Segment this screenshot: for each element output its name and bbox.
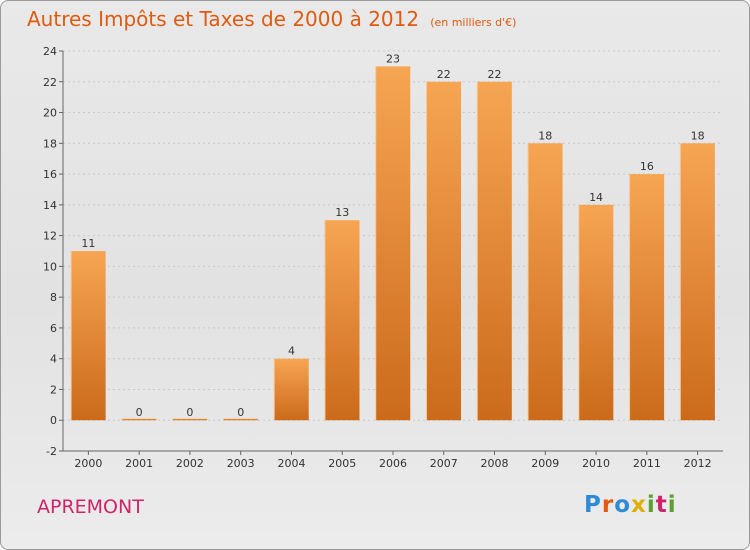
- x-tick-label: 2004: [277, 457, 305, 470]
- y-tick-label: 2: [50, 383, 57, 396]
- logo-letter: t: [655, 492, 668, 518]
- logo-letter: i: [667, 492, 677, 518]
- y-tick-label: 24: [43, 45, 57, 58]
- x-tick-label: 2010: [582, 457, 610, 470]
- bar: [680, 143, 715, 421]
- bar: [375, 66, 411, 421]
- data-label: 11: [81, 237, 95, 250]
- x-tick-label: 2008: [481, 457, 509, 470]
- data-label: 16: [640, 160, 654, 173]
- commune-name: APREMONT: [37, 496, 144, 518]
- x-tick-label: 2011: [633, 457, 661, 470]
- bar: [528, 143, 563, 421]
- data-label: 0: [186, 406, 193, 419]
- logo-letter: i: [646, 492, 656, 518]
- y-tick-label: 16: [43, 168, 57, 181]
- proxiti-logo: Proxiti: [584, 492, 677, 518]
- data-label: 18: [538, 129, 552, 142]
- x-tick-label: 2007: [430, 457, 458, 470]
- y-tick-label: 14: [43, 199, 57, 212]
- bar: [223, 418, 258, 421]
- logo-letter: P: [584, 492, 602, 518]
- axes: [59, 50, 723, 455]
- data-label: 23: [386, 52, 400, 65]
- title-row: Autres Impôts et Taxes de 2000 à 2012 (e…: [27, 7, 516, 31]
- x-tick-label: 2002: [176, 457, 204, 470]
- x-tick-label: 2001: [125, 457, 153, 470]
- x-tick-label: 2005: [328, 457, 356, 470]
- y-tick-label: -2: [46, 445, 57, 458]
- bar: [121, 418, 157, 421]
- chart-subtitle: (en milliers d'€): [430, 16, 517, 29]
- y-tick-label: 6: [50, 322, 57, 335]
- bar: [629, 174, 665, 421]
- logo-letter: o: [614, 492, 632, 518]
- x-tick-label: 2009: [531, 457, 559, 470]
- y-tick-label: 12: [43, 230, 57, 243]
- bar: [71, 251, 106, 421]
- x-tick-label: 2003: [227, 457, 255, 470]
- data-label: 0: [136, 406, 143, 419]
- data-label: 14: [589, 191, 603, 204]
- data-label: 4: [288, 345, 295, 358]
- x-tick-label: 2012: [684, 457, 712, 470]
- y-tick-label: 20: [43, 107, 57, 120]
- y-tick-label: 18: [43, 137, 57, 150]
- chart-title: Autres Impôts et Taxes de 2000 à 2012: [27, 7, 420, 31]
- x-tick-label: 2006: [379, 457, 407, 470]
- y-tick-label: 10: [43, 260, 57, 273]
- data-label: 0: [237, 406, 244, 419]
- logo-letter: x: [631, 492, 647, 518]
- bar: [426, 81, 462, 421]
- labels: -202468101214161820222411200002001020020…: [43, 45, 712, 470]
- logo-letter: r: [601, 492, 615, 518]
- data-label: 22: [488, 68, 502, 81]
- data-label: 22: [437, 68, 451, 81]
- bar: [324, 220, 360, 421]
- y-tick-label: 8: [50, 291, 57, 304]
- bar: [274, 358, 309, 421]
- bar: [477, 81, 512, 421]
- bar: [578, 204, 614, 421]
- y-tick-label: 4: [50, 353, 57, 366]
- x-tick-label: 2000: [74, 457, 102, 470]
- data-label: 13: [335, 206, 349, 219]
- data-label: 18: [691, 129, 705, 142]
- bar: [172, 418, 208, 421]
- bars: [70, 66, 715, 421]
- y-tick-label: 0: [50, 414, 57, 427]
- y-tick-label: 22: [43, 76, 57, 89]
